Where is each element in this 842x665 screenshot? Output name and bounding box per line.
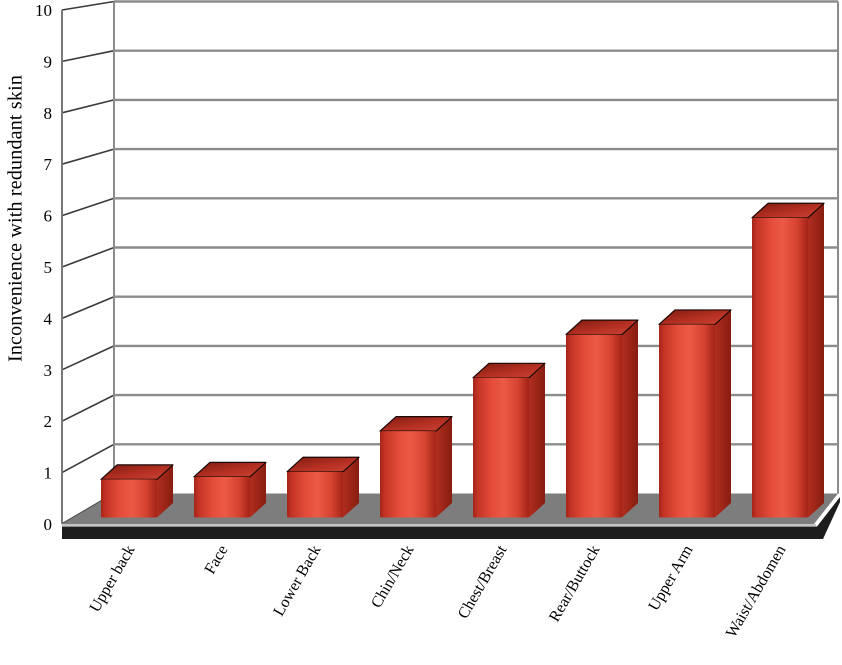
- depth-tick-4: [61, 295, 115, 320]
- y-tick-9: 9: [44, 52, 53, 71]
- y-tick-5: 5: [44, 258, 53, 277]
- x-label-rear-buttock: Rear/Buttock: [546, 543, 603, 625]
- y-tick-10: 10: [35, 1, 52, 20]
- x-label-face: Face: [202, 543, 232, 578]
- bars: [100, 202, 825, 518]
- bar-rear-buttock: [565, 319, 639, 518]
- y-tick-6: 6: [44, 207, 53, 226]
- bar-lower-back: [286, 456, 360, 518]
- bar-chest-breast: [472, 362, 546, 518]
- bar-face: [193, 461, 267, 518]
- y-tick-7: 7: [44, 155, 53, 174]
- y-tick-8: 8: [44, 104, 53, 123]
- depth-tick-7: [61, 148, 115, 165]
- depth-tick-3: [61, 345, 115, 371]
- y-tick-3: 3: [44, 361, 53, 380]
- x-label-upper-back: Upper back: [87, 543, 139, 616]
- x-label-chest-breast: Chest/Breast: [455, 542, 511, 622]
- bar-upper-arm: [658, 309, 732, 518]
- y-tick-0: 0: [44, 515, 53, 534]
- x-label-waist-abdomen: Waist/Abdomen: [723, 543, 790, 641]
- y-axis-title: Inconvenience with redundant skin: [4, 74, 27, 363]
- depth-tick-1: [61, 443, 115, 474]
- bar-waist-abdomen: [751, 202, 825, 518]
- depth-tick-6: [61, 197, 115, 217]
- depth-tick-8: [61, 99, 115, 114]
- x-label-lower-back: Lower Back: [270, 543, 324, 620]
- bar-chin-neck: [379, 416, 453, 518]
- floor-front-face: [62, 497, 840, 539]
- y-tick-4: 4: [44, 309, 53, 328]
- y-tick-labels: 0 1 2 3 4 5 6 7 8 9 10: [35, 1, 53, 534]
- depth-tick-5: [61, 246, 115, 268]
- bar-upper-back: [100, 464, 174, 518]
- depth-tick-10: [61, 0, 115, 11]
- y-tick-2: 2: [44, 412, 53, 431]
- depth-tick-9: [61, 49, 115, 63]
- x-label-upper-arm: Upper Arm: [646, 542, 697, 614]
- x-category-labels: Upper back Face Lower Back Chin/Neck Chest/B…: [87, 542, 790, 641]
- x-label-chin-neck: Chin/Neck: [368, 543, 417, 612]
- depth-tick-2: [61, 394, 115, 422]
- y-tick-1: 1: [44, 464, 53, 483]
